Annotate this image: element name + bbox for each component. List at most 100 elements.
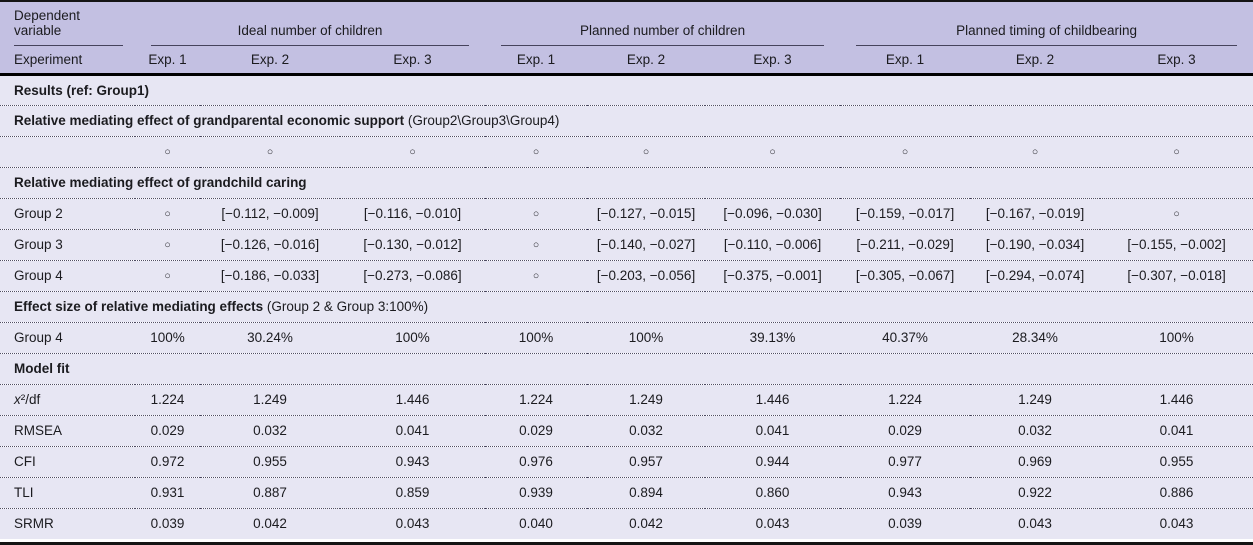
value-cell: 0.043 (705, 508, 841, 539)
value-cell: 0.955 (200, 446, 340, 478)
value-cell: [−0.126, −0.016] (200, 229, 340, 261)
col-header-planned-number-exp1: Exp. 1 (485, 46, 588, 76)
value-cell: 1.224 (485, 384, 588, 416)
value-cell: 0.944 (705, 446, 841, 478)
econ-support-values: ○ ○ ○ ○ ○ ○ ○ ○ ○ (0, 136, 1253, 168)
header-group-row: Dependent variable Ideal number of child… (0, 2, 1253, 46)
value-cell: 0.032 (200, 415, 340, 447)
value-cell: [−0.127, −0.015] (587, 198, 706, 230)
value-cell: [−0.190, −0.034] (970, 229, 1101, 261)
value-cell: 0.043 (1100, 508, 1253, 539)
dependent-variable-header: Dependent variable (0, 2, 135, 46)
table-header: Dependent variable Ideal number of child… (0, 2, 1253, 76)
value-cell: 1.249 (200, 384, 340, 416)
empty-effect-marker: ○ (200, 136, 340, 168)
value-cell: 0.972 (135, 446, 200, 478)
value-cell: 0.922 (970, 477, 1101, 509)
value-cell: 0.886 (1100, 477, 1253, 509)
value-cell: [−0.273, −0.086] (340, 260, 486, 292)
value-cell: [−0.186, −0.033] (200, 260, 340, 292)
value-cell: 0.041 (1100, 415, 1253, 447)
value-cell: 0.859 (340, 477, 486, 509)
section-title: Results (ref: Group1) (0, 74, 1253, 106)
col-header-planned-timing-exp1: Exp. 1 (840, 46, 971, 76)
value-cell: 1.224 (135, 384, 200, 416)
col-header-planned-number-exp3: Exp. 3 (705, 46, 841, 76)
value-cell: 30.24% (200, 322, 340, 354)
group-header-ideal-label: Ideal number of children (151, 17, 470, 46)
header-experiment-row: Experiment Exp. 1 Exp. 2 Exp. 3 Exp. 1 E… (0, 46, 1253, 76)
empty-effect-marker: ○ (135, 229, 200, 261)
value-cell: 1.446 (1100, 384, 1253, 416)
row-label: x²/df (0, 384, 135, 416)
value-cell: [−0.155, −0.002] (1100, 229, 1253, 261)
value-cell: [−0.096, −0.030] (705, 198, 841, 230)
empty-effect-marker: ○ (705, 136, 841, 168)
row-label: Group 2 (0, 198, 135, 230)
value-cell: 100% (340, 322, 486, 354)
group-header-planned-number: Planned number of children (485, 2, 841, 46)
group-header-planned-timing: Planned timing of childbearing (840, 2, 1253, 46)
empty-effect-marker: ○ (485, 136, 588, 168)
srmr: SRMR 0.039 0.042 0.043 0.040 0.042 0.043 0.039 0… (0, 508, 1253, 539)
value-cell: 1.249 (970, 384, 1101, 416)
value-cell: 0.042 (200, 508, 340, 539)
row-label: SRMR (0, 508, 135, 539)
value-cell: [−0.307, −0.018] (1100, 260, 1253, 292)
empty-effect-marker: ○ (340, 136, 486, 168)
row-label (0, 136, 135, 168)
results-section: Results (ref: Group1) (0, 74, 1253, 106)
value-cell: 40.37% (840, 322, 971, 354)
value-cell: 1.224 (840, 384, 971, 416)
row-label: TLI (0, 477, 135, 509)
value-cell: 0.039 (135, 508, 200, 539)
chi2-df: x²/df 1.224 1.249 1.446 1.224 1.249 1.446 1.224… (0, 384, 1253, 416)
value-cell: 0.042 (587, 508, 706, 539)
value-cell: [−0.203, −0.056] (587, 260, 706, 292)
value-cell: 0.887 (200, 477, 340, 509)
value-cell: 39.13% (705, 322, 841, 354)
model-fit-section: Model fit (0, 353, 1253, 385)
row-label: Group 4 (0, 322, 135, 354)
experiment-header: Experiment (0, 46, 135, 76)
value-cell: [−0.116, −0.010] (340, 198, 486, 230)
value-cell: 0.939 (485, 477, 588, 509)
value-cell: 100% (135, 322, 200, 354)
col-header-planned-timing-exp2: Exp. 2 (970, 46, 1101, 76)
empty-effect-marker: ○ (587, 136, 706, 168)
group-header-planned-number-label: Planned number of children (501, 17, 825, 46)
empty-effect-marker: ○ (485, 229, 588, 261)
empty-effect-marker: ○ (840, 136, 971, 168)
row-label: Group 3 (0, 229, 135, 261)
section-title-bold: Relative mediating effect of grandparent… (14, 113, 405, 128)
value-cell: 0.860 (705, 477, 841, 509)
value-cell: 0.943 (840, 477, 971, 509)
value-cell: 1.446 (340, 384, 486, 416)
row-label: CFI (0, 446, 135, 478)
section-title-note: (Group2\Group3\Group4) (404, 113, 560, 128)
empty-effect-marker: ○ (970, 136, 1101, 168)
group-4: Group 4 ○ [−0.186, −0.033] [−0.273, −0.086]… (0, 260, 1253, 292)
value-cell: [−0.112, −0.009] (200, 198, 340, 230)
value-cell: 1.446 (705, 384, 841, 416)
empty-effect-marker: ○ (485, 260, 588, 292)
table-body: Results (ref: Group1) Relative mediating … (0, 74, 1253, 539)
value-cell: 0.043 (340, 508, 486, 539)
value-cell: [−0.110, −0.006] (705, 229, 841, 261)
value-cell: 0.043 (970, 508, 1101, 539)
col-header-ideal-exp3: Exp. 3 (340, 46, 486, 76)
value-cell: 100% (485, 322, 588, 354)
value-cell: [−0.305, −0.067] (840, 260, 971, 292)
section-title-bold: Results (ref: Group1) (14, 82, 150, 98)
section-title: Model fit (0, 353, 1253, 385)
empty-effect-marker: ○ (135, 198, 200, 230)
value-cell: 0.032 (587, 415, 706, 447)
section-title-note: (Group 2 & Group 3:100%) (263, 299, 429, 314)
row-label: Group 4 (0, 260, 135, 292)
section-title-bold: Relative mediating effect of grandchild … (14, 175, 307, 190)
tli: TLI 0.931 0.887 0.859 0.939 0.894 0.860 0.943 0.… (0, 477, 1253, 509)
effect-size-section: Effect size of relative mediating effect… (0, 291, 1253, 323)
value-cell: 28.34% (970, 322, 1101, 354)
